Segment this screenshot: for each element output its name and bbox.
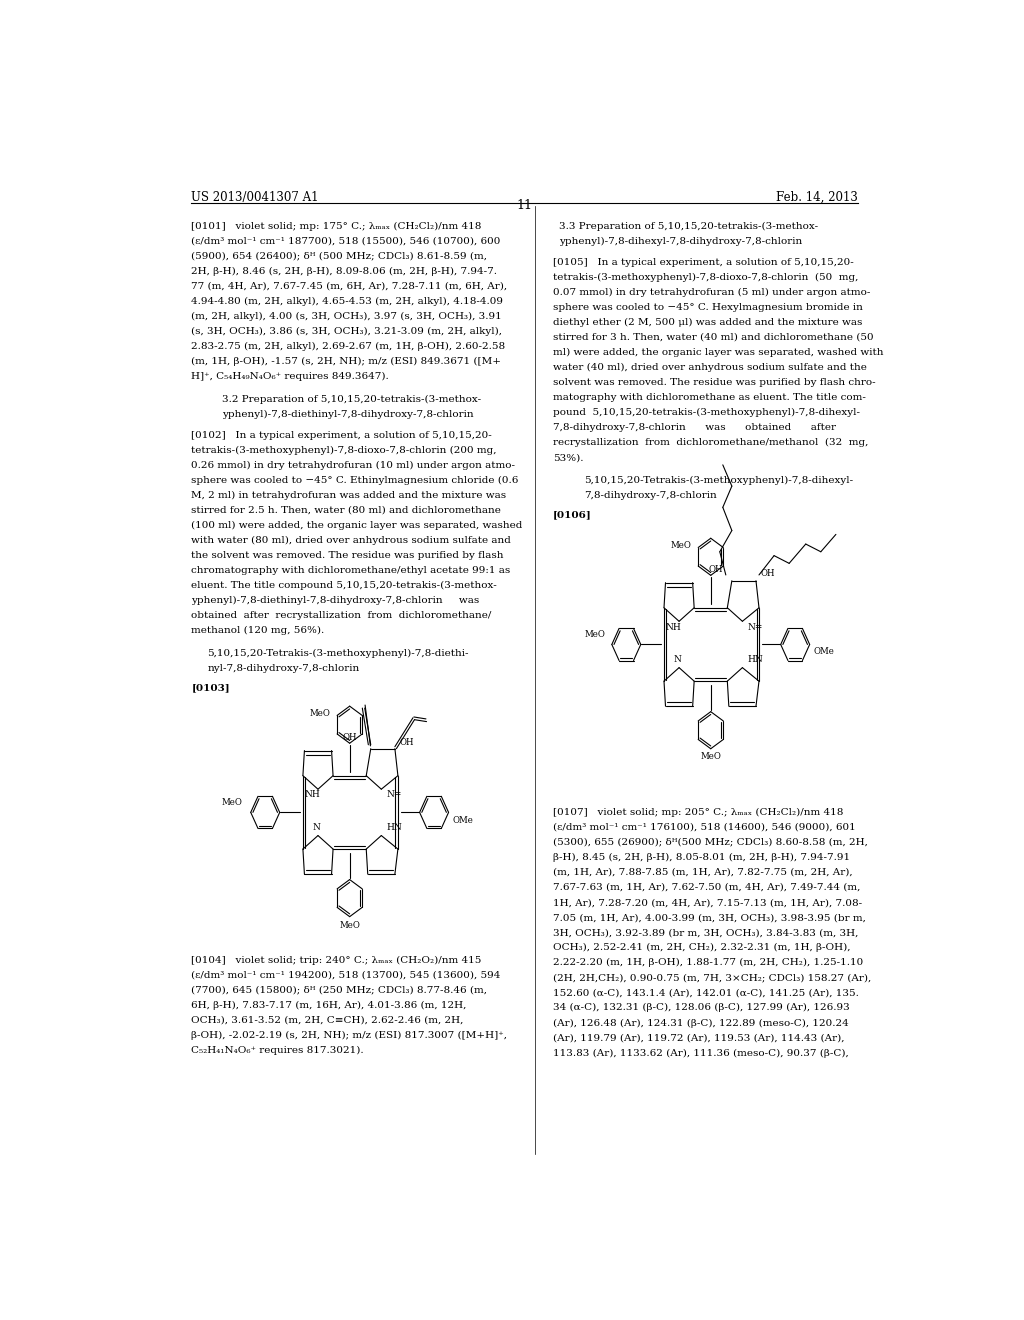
Text: 0.07 mmol) in dry tetrahydrofuran (5 ml) under argon atmo-: 0.07 mmol) in dry tetrahydrofuran (5 ml)… bbox=[553, 288, 870, 297]
Text: (Ar), 126.48 (Ar), 124.31 (β-C), 122.89 (meso-C), 120.24: (Ar), 126.48 (Ar), 124.31 (β-C), 122.89 … bbox=[553, 1019, 848, 1027]
Text: Feb. 14, 2013: Feb. 14, 2013 bbox=[776, 191, 858, 203]
Text: 3H, OCH₃), 3.92-3.89 (br m, 3H, OCH₃), 3.84-3.83 (m, 3H,: 3H, OCH₃), 3.92-3.89 (br m, 3H, OCH₃), 3… bbox=[553, 928, 858, 937]
Text: eluent. The title compound 5,10,15,20-tetrakis-(3-methox-: eluent. The title compound 5,10,15,20-te… bbox=[191, 581, 498, 590]
Text: yphenyl)-7,8-diethinyl-7,8-dihydroxy-7,8-chlorin: yphenyl)-7,8-diethinyl-7,8-dihydroxy-7,8… bbox=[221, 409, 473, 418]
Text: [0102]   In a typical experiment, a solution of 5,10,15,20-: [0102] In a typical experiment, a soluti… bbox=[191, 430, 493, 440]
Text: sphere was cooled to −45° C. Ethinylmagnesium chloride (0.6: sphere was cooled to −45° C. Ethinylmagn… bbox=[191, 475, 519, 484]
Text: 7,8-dihydroxy-7,8-chlorin      was      obtained      after: 7,8-dihydroxy-7,8-chlorin was obtained a… bbox=[553, 422, 836, 432]
Text: nyl-7,8-dihydroxy-7,8-chlorin: nyl-7,8-dihydroxy-7,8-chlorin bbox=[207, 664, 359, 673]
Text: 5,10,15,20-Tetrakis-(3-methoxyphenyl)-7,8-diethi-: 5,10,15,20-Tetrakis-(3-methoxyphenyl)-7,… bbox=[207, 648, 469, 657]
Text: OH: OH bbox=[709, 565, 723, 574]
Text: (m, 1H, Ar), 7.88-7.85 (m, 1H, Ar), 7.82-7.75 (m, 2H, Ar),: (m, 1H, Ar), 7.88-7.85 (m, 1H, Ar), 7.82… bbox=[553, 869, 852, 876]
Text: C₅₂H₄₁N₄O₆⁺ requires 817.3021).: C₅₂H₄₁N₄O₆⁺ requires 817.3021). bbox=[191, 1045, 365, 1055]
Text: N: N bbox=[312, 822, 321, 832]
Text: methanol (120 mg, 56%).: methanol (120 mg, 56%). bbox=[191, 626, 325, 635]
Text: MeO: MeO bbox=[222, 799, 243, 808]
Text: 7.67-7.63 (m, 1H, Ar), 7.62-7.50 (m, 4H, Ar), 7.49-7.44 (m,: 7.67-7.63 (m, 1H, Ar), 7.62-7.50 (m, 4H,… bbox=[553, 883, 860, 892]
Text: NH: NH bbox=[666, 623, 682, 631]
Text: chromatography with dichloromethane/ethyl acetate 99:1 as: chromatography with dichloromethane/ethy… bbox=[191, 566, 511, 576]
Text: pound  5,10,15,20-tetrakis-(3-methoxyphenyl)-7,8-dihexyl-: pound 5,10,15,20-tetrakis-(3-methoxyphen… bbox=[553, 408, 859, 417]
Text: tetrakis-(3-methoxyphenyl)-7,8-dioxo-7,8-chlorin (200 mg,: tetrakis-(3-methoxyphenyl)-7,8-dioxo-7,8… bbox=[191, 446, 497, 454]
Text: [0105]   In a typical experiment, a solution of 5,10,15,20-: [0105] In a typical experiment, a soluti… bbox=[553, 257, 853, 267]
Text: H]⁺, C₅₄H₄₉N₄O₆⁺ requires 849.3647).: H]⁺, C₅₄H₄₉N₄O₆⁺ requires 849.3647). bbox=[191, 372, 389, 381]
Text: (5300), 655 (26900); δᴴ(500 MHz; CDCl₃) 8.60-8.58 (m, 2H,: (5300), 655 (26900); δᴴ(500 MHz; CDCl₃) … bbox=[553, 838, 867, 847]
Text: MeO: MeO bbox=[671, 541, 691, 549]
Text: 6H, β-H), 7.83-7.17 (m, 16H, Ar), 4.01-3.86 (m, 12H,: 6H, β-H), 7.83-7.17 (m, 16H, Ar), 4.01-3… bbox=[191, 1001, 467, 1010]
Text: 1H, Ar), 7.28-7.20 (m, 4H, Ar), 7.15-7.13 (m, 1H, Ar), 7.08-: 1H, Ar), 7.28-7.20 (m, 4H, Ar), 7.15-7.1… bbox=[553, 898, 862, 907]
Text: (s, 3H, OCH₃), 3.86 (s, 3H, OCH₃), 3.21-3.09 (m, 2H, alkyl),: (s, 3H, OCH₃), 3.86 (s, 3H, OCH₃), 3.21-… bbox=[191, 327, 503, 335]
Text: tetrakis-(3-methoxyphenyl)-7,8-dioxo-7,8-chlorin  (50  mg,: tetrakis-(3-methoxyphenyl)-7,8-dioxo-7,8… bbox=[553, 272, 858, 281]
Text: (2H, 2H,CH₂), 0.90-0.75 (m, 7H, 3×CH₂; CDCl₃) 158.27 (Ar),: (2H, 2H,CH₂), 0.90-0.75 (m, 7H, 3×CH₂; C… bbox=[553, 973, 870, 982]
Text: N=: N= bbox=[748, 623, 763, 631]
Text: OH: OH bbox=[399, 738, 414, 747]
Text: 2H, β-H), 8.46 (s, 2H, β-H), 8.09-8.06 (m, 2H, β-H), 7.94-7.: 2H, β-H), 8.46 (s, 2H, β-H), 8.09-8.06 (… bbox=[191, 267, 498, 276]
Text: OCH₃), 2.52-2.41 (m, 2H, CH₂), 2.32-2.31 (m, 1H, β-OH),: OCH₃), 2.52-2.41 (m, 2H, CH₂), 2.32-2.31… bbox=[553, 944, 850, 952]
Text: OCH₃), 3.61-3.52 (m, 2H, C≡CH), 2.62-2.46 (m, 2H,: OCH₃), 3.61-3.52 (m, 2H, C≡CH), 2.62-2.4… bbox=[191, 1015, 464, 1024]
Text: HN: HN bbox=[387, 822, 402, 832]
Text: matography with dichloromethane as eluent. The title com-: matography with dichloromethane as eluen… bbox=[553, 393, 865, 401]
Text: US 2013/0041307 A1: US 2013/0041307 A1 bbox=[191, 191, 319, 203]
Text: 7.05 (m, 1H, Ar), 4.00-3.99 (m, 3H, OCH₃), 3.98-3.95 (br m,: 7.05 (m, 1H, Ar), 4.00-3.99 (m, 3H, OCH₃… bbox=[553, 913, 865, 923]
Text: ml) were added, the organic layer was separated, washed with: ml) were added, the organic layer was se… bbox=[553, 347, 883, 356]
Text: 0.26 mmol) in dry tetrahydrofuran (10 ml) under argon atmo-: 0.26 mmol) in dry tetrahydrofuran (10 ml… bbox=[191, 461, 515, 470]
Text: M, 2 ml) in tetrahydrofuran was added and the mixture was: M, 2 ml) in tetrahydrofuran was added an… bbox=[191, 491, 507, 500]
Text: (ε/dm³ mol⁻¹ cm⁻¹ 187700), 518 (15500), 546 (10700), 600: (ε/dm³ mol⁻¹ cm⁻¹ 187700), 518 (15500), … bbox=[191, 236, 501, 246]
Text: the solvent was removed. The residue was purified by flash: the solvent was removed. The residue was… bbox=[191, 550, 504, 560]
Text: OH: OH bbox=[343, 733, 357, 742]
Text: 53%).: 53%). bbox=[553, 453, 583, 462]
Text: (7700), 645 (15800); δᴴ (250 MHz; CDCl₃) 8.77-8.46 (m,: (7700), 645 (15800); δᴴ (250 MHz; CDCl₃)… bbox=[191, 986, 487, 994]
Text: N: N bbox=[674, 655, 682, 664]
Text: OMe: OMe bbox=[453, 816, 473, 825]
Text: stirred for 3 h. Then, water (40 ml) and dichloromethane (50: stirred for 3 h. Then, water (40 ml) and… bbox=[553, 333, 873, 342]
Text: (5900), 654 (26400); δᴴ (500 MHz; CDCl₃) 8.61-8.59 (m,: (5900), 654 (26400); δᴴ (500 MHz; CDCl₃)… bbox=[191, 252, 487, 260]
Text: OH: OH bbox=[761, 569, 775, 578]
Text: 3.2 Preparation of 5,10,15,20-tetrakis-(3-methox-: 3.2 Preparation of 5,10,15,20-tetrakis-(… bbox=[221, 395, 481, 404]
Text: (m, 2H, alkyl), 4.00 (s, 3H, OCH₃), 3.97 (s, 3H, OCH₃), 3.91: (m, 2H, alkyl), 4.00 (s, 3H, OCH₃), 3.97… bbox=[191, 312, 502, 321]
Text: 5,10,15,20-Tetrakis-(3-methoxyphenyl)-7,8-dihexyl-: 5,10,15,20-Tetrakis-(3-methoxyphenyl)-7,… bbox=[585, 475, 853, 484]
Text: [0107]   violet solid; mp: 205° C.; λₘₐₓ (CH₂Cl₂)/nm 418: [0107] violet solid; mp: 205° C.; λₘₐₓ (… bbox=[553, 808, 843, 817]
Text: diethyl ether (2 M, 500 μl) was added and the mixture was: diethyl ether (2 M, 500 μl) was added an… bbox=[553, 318, 862, 327]
Text: MeO: MeO bbox=[700, 752, 721, 760]
Text: yphenyl)-7,8-dihexyl-7,8-dihydroxy-7,8-chlorin: yphenyl)-7,8-dihexyl-7,8-dihydroxy-7,8-c… bbox=[559, 236, 802, 246]
Text: with water (80 ml), dried over anhydrous sodium sulfate and: with water (80 ml), dried over anhydrous… bbox=[191, 536, 511, 545]
Text: (ε/dm³ mol⁻¹ cm⁻¹ 194200), 518 (13700), 545 (13600), 594: (ε/dm³ mol⁻¹ cm⁻¹ 194200), 518 (13700), … bbox=[191, 970, 501, 979]
Text: β-OH), -2.02-2.19 (s, 2H, NH); m/z (ESI) 817.3007 ([M+H]⁺,: β-OH), -2.02-2.19 (s, 2H, NH); m/z (ESI)… bbox=[191, 1031, 508, 1040]
Text: 7,8-dihydroxy-7,8-chlorin: 7,8-dihydroxy-7,8-chlorin bbox=[585, 491, 717, 500]
Text: NH: NH bbox=[305, 791, 321, 800]
Text: MeO: MeO bbox=[309, 709, 330, 718]
Text: OMe: OMe bbox=[814, 647, 835, 656]
Text: N=: N= bbox=[387, 791, 402, 800]
Text: (ε/dm³ mol⁻¹ cm⁻¹ 176100), 518 (14600), 546 (9000), 601: (ε/dm³ mol⁻¹ cm⁻¹ 176100), 518 (14600), … bbox=[553, 822, 855, 832]
Text: MeO: MeO bbox=[585, 631, 605, 639]
Text: [0104]   violet solid; trip: 240° C.; λₘₐₓ (CH₂O₂)/nm 415: [0104] violet solid; trip: 240° C.; λₘₐₓ… bbox=[191, 956, 482, 965]
Text: solvent was removed. The residue was purified by flash chro-: solvent was removed. The residue was pur… bbox=[553, 378, 876, 387]
Text: β-H), 8.45 (s, 2H, β-H), 8.05-8.01 (m, 2H, β-H), 7.94-7.91: β-H), 8.45 (s, 2H, β-H), 8.05-8.01 (m, 2… bbox=[553, 853, 850, 862]
Text: 2.83-2.75 (m, 2H, alkyl), 2.69-2.67 (m, 1H, β-OH), 2.60-2.58: 2.83-2.75 (m, 2H, alkyl), 2.69-2.67 (m, … bbox=[191, 342, 506, 351]
Text: 11: 11 bbox=[517, 199, 532, 213]
Text: (m, 1H, β-OH), -1.57 (s, 2H, NH); m/z (ESI) 849.3671 ([M+: (m, 1H, β-OH), -1.57 (s, 2H, NH); m/z (E… bbox=[191, 356, 502, 366]
Text: MeO: MeO bbox=[339, 920, 360, 929]
Text: (100 ml) were added, the organic layer was separated, washed: (100 ml) were added, the organic layer w… bbox=[191, 521, 523, 529]
Text: HN: HN bbox=[748, 655, 764, 664]
Text: 113.83 (Ar), 1133.62 (Ar), 111.36 (meso-C), 90.37 (β-C),: 113.83 (Ar), 1133.62 (Ar), 111.36 (meso-… bbox=[553, 1048, 848, 1057]
Text: [0106]: [0106] bbox=[553, 511, 591, 519]
Text: 152.60 (α-C), 143.1.4 (Ar), 142.01 (α-C), 141.25 (Ar), 135.: 152.60 (α-C), 143.1.4 (Ar), 142.01 (α-C)… bbox=[553, 989, 858, 998]
Text: 77 (m, 4H, Ar), 7.67-7.45 (m, 6H, Ar), 7.28-7.11 (m, 6H, Ar),: 77 (m, 4H, Ar), 7.67-7.45 (m, 6H, Ar), 7… bbox=[191, 281, 508, 290]
Text: 4.94-4.80 (m, 2H, alkyl), 4.65-4.53 (m, 2H, alkyl), 4.18-4.09: 4.94-4.80 (m, 2H, alkyl), 4.65-4.53 (m, … bbox=[191, 297, 504, 306]
Text: (Ar), 119.79 (Ar), 119.72 (Ar), 119.53 (Ar), 114.43 (Ar),: (Ar), 119.79 (Ar), 119.72 (Ar), 119.53 (… bbox=[553, 1034, 844, 1043]
Text: obtained  after  recrystallization  from  dichloromethane/: obtained after recrystallization from di… bbox=[191, 611, 492, 620]
Text: yphenyl)-7,8-diethinyl-7,8-dihydroxy-7,8-chlorin     was: yphenyl)-7,8-diethinyl-7,8-dihydroxy-7,8… bbox=[191, 597, 479, 605]
Text: 2.22-2.20 (m, 1H, β-OH), 1.88-1.77 (m, 2H, CH₂), 1.25-1.10: 2.22-2.20 (m, 1H, β-OH), 1.88-1.77 (m, 2… bbox=[553, 958, 863, 968]
Text: sphere was cooled to −45° C. Hexylmagnesium bromide in: sphere was cooled to −45° C. Hexylmagnes… bbox=[553, 302, 862, 312]
Text: [0101]   violet solid; mp: 175° C.; λₘₐₓ (CH₂Cl₂)/nm 418: [0101] violet solid; mp: 175° C.; λₘₐₓ (… bbox=[191, 222, 482, 231]
Text: water (40 ml), dried over anhydrous sodium sulfate and the: water (40 ml), dried over anhydrous sodi… bbox=[553, 363, 866, 372]
Text: stirred for 2.5 h. Then, water (80 ml) and dichloromethane: stirred for 2.5 h. Then, water (80 ml) a… bbox=[191, 506, 502, 515]
Text: [0103]: [0103] bbox=[191, 684, 230, 692]
Text: recrystallization  from  dichloromethane/methanol  (32  mg,: recrystallization from dichloromethane/m… bbox=[553, 438, 868, 447]
Text: 34 (α-C), 132.31 (β-C), 128.06 (β-C), 127.99 (Ar), 126.93: 34 (α-C), 132.31 (β-C), 128.06 (β-C), 12… bbox=[553, 1003, 849, 1012]
Text: 3.3 Preparation of 5,10,15,20-tetrakis-(3-methox-: 3.3 Preparation of 5,10,15,20-tetrakis-(… bbox=[559, 222, 818, 231]
